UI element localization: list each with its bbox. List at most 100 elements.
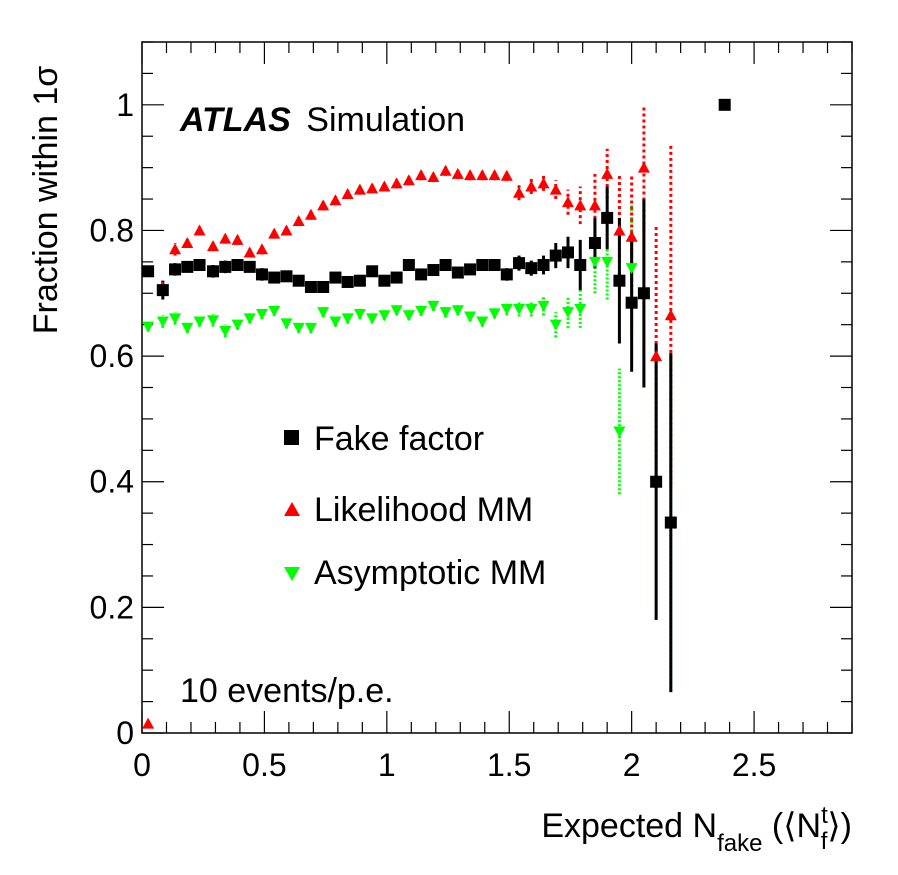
data-point-likelihood-mm	[280, 224, 293, 236]
data-point-asymptotic-mm	[292, 322, 305, 334]
data-point-likelihood-mm	[451, 167, 464, 179]
data-point-fake-factor	[231, 259, 244, 272]
data-point-asymptotic-mm	[574, 303, 587, 315]
y-tick-label: 0.4	[90, 464, 134, 500]
data-point-asymptotic-mm	[231, 319, 244, 331]
data-point-fake-factor	[588, 237, 601, 250]
data-point-fake-factor	[292, 274, 305, 287]
data-point-fake-factor	[169, 263, 182, 276]
data-point-fake-factor	[255, 268, 268, 281]
y-tick-label: 0.6	[90, 338, 134, 374]
data-point-fake-factor	[500, 268, 513, 281]
data-point-fake-factor	[464, 263, 477, 276]
data-point-asymptotic-mm	[451, 305, 464, 317]
data-point-asymptotic-mm	[625, 263, 638, 275]
data-point-fake-factor	[402, 259, 415, 272]
y-tick-label: 1	[116, 87, 134, 123]
data-point-fake-factor	[601, 211, 614, 224]
data-point-asymptotic-mm	[280, 318, 293, 330]
data-point-likelihood-mm	[181, 237, 194, 249]
data-point-likelihood-mm	[415, 169, 428, 181]
data-point-likelihood-mm	[142, 717, 155, 729]
data-point-fake-factor	[181, 260, 194, 273]
x-axis-label-close: ⟩)	[827, 807, 852, 845]
legend: Fake factor Likelihood MM Asymptotic MM	[284, 420, 546, 592]
data-point-likelihood-mm	[169, 243, 182, 255]
data-point-fake-factor	[451, 266, 464, 279]
y-axis-label: Fraction within 1σ	[27, 66, 65, 335]
data-point-asymptotic-mm	[537, 300, 550, 312]
y-axis-ticks: 0 0.2 0.4 0.6 0.8 1	[90, 41, 852, 751]
plot-frame	[141, 41, 853, 734]
data-point-likelihood-mm	[637, 161, 650, 173]
data-point-likelihood-mm	[390, 177, 403, 189]
data-point-fake-factor	[427, 264, 440, 277]
x-axis-ticks: 0 0.5 1 1.5 2 2.5	[133, 42, 853, 783]
data-point-likelihood-mm	[664, 309, 677, 321]
data-point-fake-factor	[353, 274, 366, 287]
data-point-asymptotic-mm	[402, 310, 415, 322]
x-tick-label: 0.5	[242, 747, 286, 783]
data-point-asymptotic-mm	[317, 307, 330, 319]
x-tick-label: 1	[378, 747, 396, 783]
data-point-likelihood-mm	[207, 240, 219, 252]
data-point-asymptotic-mm	[193, 316, 206, 328]
data-point-fake-factor	[268, 271, 281, 284]
data-point-fake-factor	[562, 246, 574, 259]
data-point-likelihood-mm	[219, 232, 232, 244]
data-point-fake-factor	[664, 516, 677, 529]
data-point-asymptotic-mm	[549, 319, 562, 331]
legend-label-asymptotic-mm: Asymptotic MM	[314, 554, 546, 592]
data-point-asymptotic-mm	[341, 313, 354, 325]
data-point-asymptotic-mm	[513, 303, 526, 315]
x-tick-label: 1.5	[487, 747, 531, 783]
data-point-asymptotic-mm	[588, 256, 601, 268]
x-axis-label-subscript2: f	[821, 828, 828, 855]
data-point-likelihood-mm	[625, 230, 638, 242]
data-point-asymptotic-mm	[464, 311, 477, 323]
data-point-likelihood-mm	[562, 196, 574, 208]
data-point-likelihood-mm	[268, 227, 281, 239]
data-point-fake-factor	[193, 259, 206, 272]
data-point-likelihood-mm	[329, 194, 342, 206]
data-point-asymptotic-mm	[142, 321, 155, 333]
data-point-fake-factor	[613, 274, 626, 287]
data-point-fake-factor	[390, 271, 403, 284]
data-point-fake-factor	[549, 249, 562, 262]
data-point-likelihood-mm	[549, 183, 562, 195]
data-point-fake-factor	[488, 259, 501, 272]
legend-label-likelihood-mm: Likelihood MM	[314, 491, 533, 529]
data-point-asymptotic-mm	[366, 313, 379, 325]
data-point-likelihood-mm	[476, 169, 489, 181]
data-point-fake-factor	[219, 260, 232, 273]
data-point-asymptotic-mm	[156, 316, 169, 328]
data-point-asymptotic-mm	[525, 303, 538, 315]
data-point-likelihood-mm	[439, 164, 452, 176]
data-point-likelihood-mm	[353, 183, 366, 195]
x-axis-label-superscript: t	[821, 802, 828, 829]
data-point-fake-factor	[317, 280, 330, 293]
data-point-asymptotic-mm	[613, 426, 626, 438]
experiment-name: ATLAS	[179, 101, 291, 139]
data-point-fake-factor	[329, 271, 342, 284]
data-point-fake-factor	[525, 262, 538, 275]
data-point-likelihood-mm	[613, 224, 626, 236]
data-point-likelihood-mm	[317, 199, 330, 211]
data-point-asymptotic-mm	[243, 313, 256, 325]
data-point-fake-factor	[243, 260, 256, 273]
data-point-likelihood-mm	[601, 167, 614, 179]
data-point-likelihood-mm	[513, 186, 526, 198]
data-point-asymptotic-mm	[427, 300, 440, 312]
data-series	[142, 98, 731, 729]
data-point-likelihood-mm	[378, 180, 391, 192]
data-point-fake-factor	[341, 275, 354, 288]
data-point-likelihood-mm	[525, 180, 538, 192]
data-point-asymptotic-mm	[378, 310, 391, 322]
data-point-likelihood-mm	[255, 243, 268, 255]
data-point-fake-factor	[625, 296, 638, 309]
x-axis-label-paren: (⟨N	[762, 807, 821, 845]
data-point-asymptotic-mm	[390, 305, 403, 317]
data-point-asymptotic-mm	[207, 315, 219, 327]
data-point-fake-factor	[366, 265, 379, 278]
